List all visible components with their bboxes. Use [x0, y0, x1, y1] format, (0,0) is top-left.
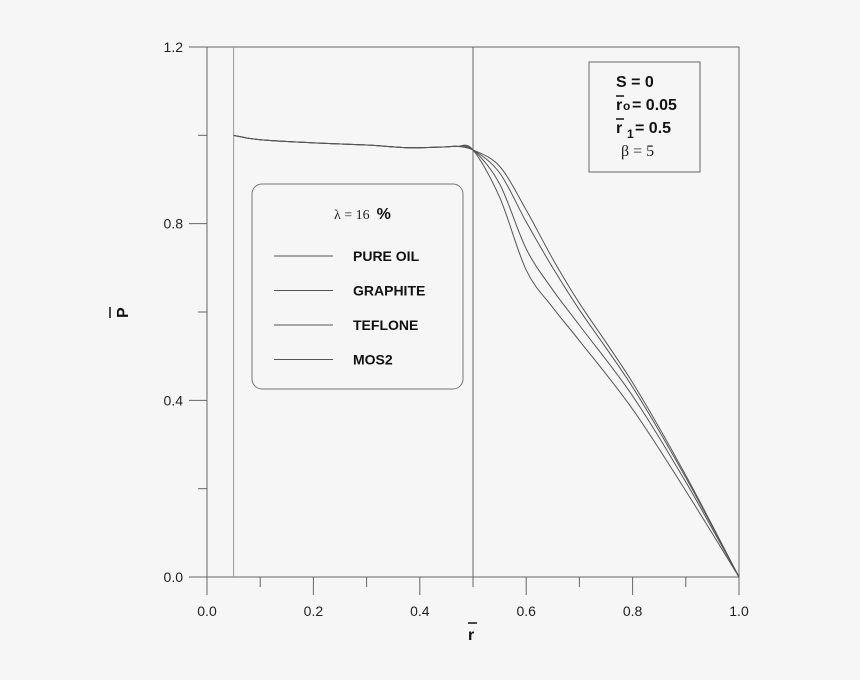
annotation-s: S = 0: [616, 74, 654, 91]
x-tick-label: 0.0: [197, 603, 217, 619]
legend-header: λ = 16 %: [334, 206, 391, 223]
y-axis-ticks: 0.0 0.4 0.8 1.2: [164, 39, 207, 585]
svg-text:r: r: [616, 97, 622, 114]
x-axis-ticks: 0.0 0.2 0.4 0.6 0.8 1.0: [197, 577, 749, 619]
y-tick-label: 0.4: [164, 392, 184, 408]
curve-mos2: [233, 134, 740, 578]
legend: λ = 16 % PURE OIL GRAPHITE TEFLONE MOS2: [251, 183, 464, 390]
legend-label: PURE OIL: [353, 248, 420, 264]
curve-pure-oil: [233, 134, 740, 578]
curve-teflone: [233, 134, 740, 578]
legend-entry: PURE OIL: [274, 248, 420, 264]
svg-text:1: 1: [627, 127, 634, 141]
x-tick-label: 0.8: [623, 603, 643, 619]
curves: [233, 134, 740, 578]
x-axis-label-text: r: [468, 627, 474, 644]
x-tick-label: 0.4: [410, 603, 430, 619]
legend-box: [251, 183, 464, 390]
svg-text:= 0.05: = 0.05: [632, 97, 677, 114]
svg-text:= 0.5: = 0.5: [635, 120, 671, 137]
annotation-beta: β = 5: [621, 143, 654, 160]
annotation-r1: r 1 = 0.5: [616, 118, 671, 141]
x-tick-label: 1.0: [729, 603, 749, 619]
y-tick-label: 1.2: [164, 39, 184, 55]
x-tick-label: 0.2: [304, 603, 324, 619]
legend-entry: MOS2: [274, 352, 393, 368]
y-tick-label: 0.0: [164, 569, 184, 585]
y-axis-label-text: P: [115, 307, 132, 318]
y-axis-label: P: [109, 307, 132, 318]
parameter-annotation: S = 0 r o = 0.05 r 1 = 0.5 β = 5: [588, 61, 701, 173]
reference-lines: [233, 47, 474, 577]
legend-entry: GRAPHITE: [274, 283, 425, 299]
y-tick-label: 0.8: [164, 216, 184, 232]
legend-entry: TEFLONE: [274, 317, 418, 333]
curve-graphite: [233, 134, 740, 578]
legend-label: GRAPHITE: [353, 283, 425, 299]
x-axis-label: r: [468, 622, 477, 644]
svg-text:o: o: [623, 99, 630, 113]
x-tick-label: 0.6: [516, 603, 536, 619]
legend-label: MOS2: [353, 352, 393, 368]
annotation-r0: r o = 0.05: [616, 95, 677, 114]
svg-text:r: r: [616, 120, 622, 137]
annotation-box: [588, 61, 701, 173]
legend-label: TEFLONE: [353, 317, 418, 333]
